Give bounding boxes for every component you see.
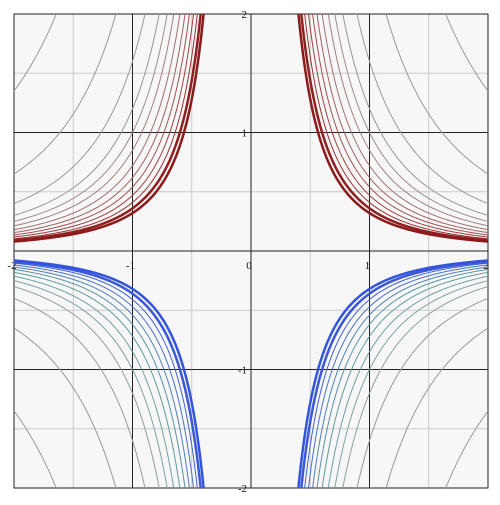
contour-line <box>321 13 489 231</box>
contour-line <box>13 13 195 238</box>
contour-line <box>13 13 160 216</box>
contour-line <box>13 13 198 240</box>
contour-line <box>307 13 489 238</box>
contour-line <box>13 13 186 234</box>
contour-line <box>385 13 489 175</box>
contour-line <box>13 13 205 243</box>
contour-line <box>297 13 489 243</box>
contour-line <box>356 13 489 205</box>
y-tick-label: -1 <box>238 365 247 377</box>
contour-line <box>13 13 190 236</box>
y-tick-label: 2 <box>242 9 248 21</box>
contour-line <box>342 13 489 216</box>
contour-line <box>13 13 181 231</box>
contour-line <box>13 410 57 489</box>
contour-line <box>13 13 175 227</box>
contour-line <box>13 13 117 175</box>
x-tick-label: -2 <box>7 260 16 272</box>
contour-line <box>342 286 489 489</box>
contour-line <box>13 260 202 489</box>
contour-line <box>13 266 190 489</box>
contour-line <box>13 262 198 489</box>
contour-line <box>385 327 489 489</box>
contour-line <box>300 260 489 489</box>
contour-line <box>300 13 489 242</box>
x-tick-label: 2 <box>483 260 489 272</box>
contour-line <box>321 271 489 489</box>
contour-line <box>316 13 489 234</box>
contour-line <box>13 286 160 489</box>
x-tick-label: 0 <box>246 260 252 272</box>
contour-line <box>13 13 168 222</box>
y-tick-label: 1 <box>242 128 248 140</box>
contour-line <box>334 280 489 489</box>
contour-line <box>13 13 146 205</box>
contour-line <box>13 259 205 489</box>
contour-line <box>316 268 489 489</box>
contour-line <box>297 259 489 489</box>
contour-line <box>13 297 146 489</box>
contour-line <box>304 13 489 240</box>
x-tick-label: 1 <box>365 260 371 272</box>
contour-line <box>13 268 186 489</box>
contour-line <box>445 13 489 92</box>
contour-line <box>445 410 489 489</box>
contour-line <box>334 13 489 222</box>
contour-line <box>13 327 117 489</box>
contour-line <box>13 271 181 489</box>
contour-line <box>312 13 489 236</box>
contour-line <box>307 264 489 489</box>
contour-line <box>304 262 489 489</box>
contour-line <box>13 13 57 92</box>
y-tick-label: -2 <box>238 483 247 495</box>
contour-line <box>356 297 489 489</box>
contour-line <box>13 275 175 489</box>
contour-line <box>312 266 489 489</box>
contour-line <box>13 13 202 242</box>
contour-line <box>327 275 489 489</box>
contour-line <box>13 280 168 489</box>
contour-line <box>327 13 489 227</box>
contour-line <box>13 264 195 489</box>
x-tick-label: -1 <box>126 260 135 272</box>
